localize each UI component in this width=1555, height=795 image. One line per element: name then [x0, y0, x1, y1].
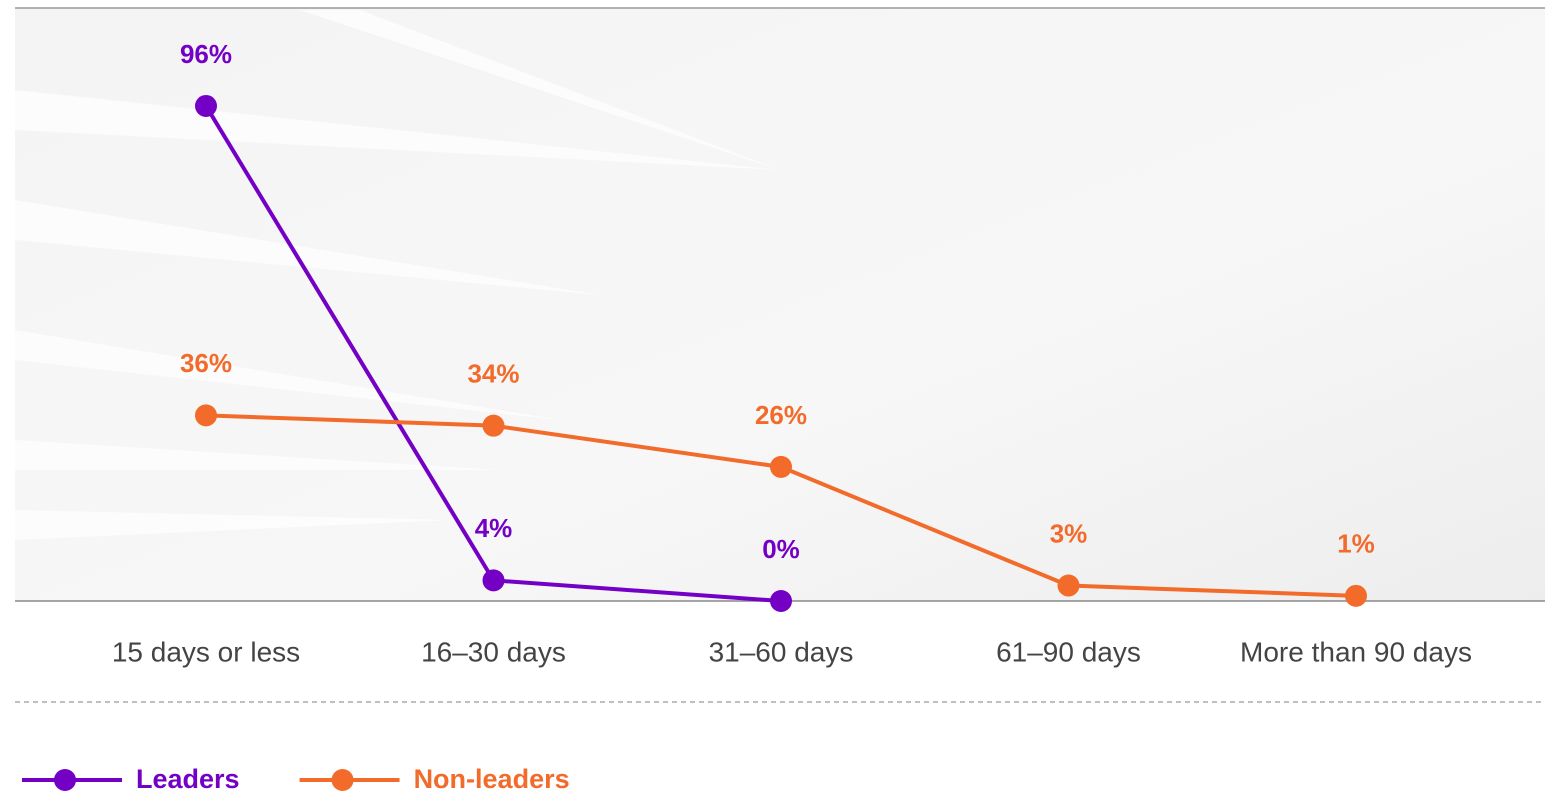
- data-label: 36%: [180, 348, 232, 378]
- point: [770, 590, 792, 612]
- data-label: 96%: [180, 39, 232, 69]
- x-tick-label: 15 days or less: [112, 636, 300, 667]
- point: [195, 94, 217, 117]
- data-label: 26%: [755, 400, 807, 430]
- x-tick-label: More than 90 days: [1240, 636, 1472, 667]
- data-label: 34%: [467, 359, 519, 389]
- data-label: 1%: [1337, 529, 1375, 559]
- data-label: 4%: [475, 513, 513, 543]
- x-tick-label: 31–60 days: [709, 636, 854, 667]
- legend-label: Non-leaders: [414, 764, 570, 794]
- background-streaks: [15, 10, 780, 540]
- legend-marker: [54, 769, 76, 791]
- point: [1345, 584, 1367, 607]
- data-label: 3%: [1050, 518, 1088, 548]
- point: [195, 404, 217, 427]
- point: [482, 569, 505, 592]
- x-tick-label: 16–30 days: [421, 636, 566, 667]
- x-tick-label: 61–90 days: [996, 636, 1141, 667]
- plot-background: [15, 8, 1545, 601]
- point: [1057, 574, 1080, 597]
- legend-marker: [331, 769, 354, 791]
- legend-label: Leaders: [136, 764, 240, 794]
- data-label: 0%: [762, 534, 800, 564]
- point: [482, 414, 505, 437]
- point: [770, 455, 792, 478]
